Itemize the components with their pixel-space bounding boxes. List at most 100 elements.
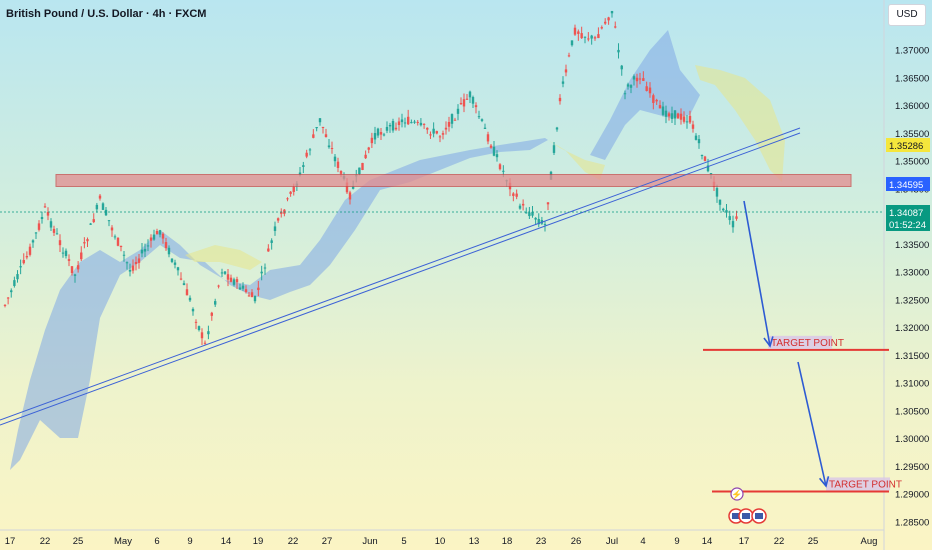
resistance-zone: [55, 173, 852, 187]
candle-body: [220, 272, 224, 274]
candle-body: [250, 292, 254, 298]
candle-body: [489, 145, 493, 148]
candle-body: [555, 127, 559, 130]
y-tick-label: 1.35000: [895, 157, 929, 168]
candle-body: [161, 233, 165, 239]
us-flag-stripes: [732, 513, 740, 519]
candle-body: [376, 128, 380, 136]
candle-body: [128, 269, 132, 272]
candle-body: [655, 99, 658, 102]
y-tick-label: 1.33000: [895, 268, 929, 279]
candle-body: [664, 110, 668, 117]
candle-body: [64, 250, 68, 257]
candle-body: [194, 321, 198, 323]
candle-body: [521, 203, 525, 206]
candle-body: [302, 165, 305, 167]
candle-body: [137, 258, 141, 263]
time-axis: 17 22 25 May 6 9 14 19 22 27 Jun 5 10 13 18 23 26 Jul 4 9 14…: [5, 536, 878, 547]
candle-body: [367, 147, 370, 150]
arrow-1-head: [763, 336, 774, 348]
candle-body: [685, 121, 689, 123]
candle-body: [89, 223, 92, 225]
candle-body: [330, 148, 334, 150]
candle-body: [658, 105, 662, 109]
candle-body: [728, 216, 731, 221]
candle-body: [351, 186, 355, 189]
candle-body: [107, 220, 111, 222]
target-label-bg: [768, 335, 832, 349]
candle-body: [391, 121, 395, 131]
candle-body: [229, 277, 233, 282]
arrow-2-head: [818, 476, 830, 488]
candle-body: [697, 139, 701, 144]
candle-body: [253, 295, 257, 302]
lightning-icon-glyph: ⚡: [731, 489, 742, 501]
candle-body: [95, 204, 99, 210]
x-tick-label: 17: [5, 536, 16, 547]
candle-body: [110, 227, 114, 231]
candle-body: [73, 274, 77, 276]
candle-body: [477, 116, 481, 118]
candle-body: [270, 240, 273, 243]
currency-button[interactable]: USD: [888, 4, 926, 26]
candle-body: [327, 145, 331, 148]
candle-body: [336, 161, 340, 168]
x-tick-label: 17: [739, 536, 750, 547]
candle-body: [567, 55, 571, 57]
candle-body: [70, 266, 74, 274]
lightning-icon: [730, 487, 744, 501]
x-tick-label: Jun: [362, 536, 377, 547]
candle-body: [318, 118, 322, 123]
candle-body: [185, 289, 189, 296]
candle-body: [577, 31, 580, 34]
candle-body: [31, 240, 35, 243]
candle-body: [709, 173, 713, 175]
candle-body: [682, 116, 686, 122]
candle-body: [76, 265, 80, 270]
candle-body: [191, 308, 195, 312]
arrow-2: [797, 361, 827, 487]
candle-body: [604, 21, 607, 24]
candle-body: [441, 133, 445, 135]
candle-body: [247, 295, 251, 297]
candle-body: [43, 206, 47, 208]
candle-body: [706, 165, 710, 172]
candle-body: [543, 224, 547, 226]
candle-body: [394, 127, 398, 130]
candle-body: [3, 304, 7, 306]
candle-body: [694, 135, 698, 140]
candle-body: [648, 87, 652, 94]
x-tick-label: 19: [253, 536, 264, 547]
x-tick-label: 22: [288, 536, 299, 547]
y-tick-label: 1.31000: [895, 379, 929, 390]
candle-body: [515, 193, 518, 197]
candle-body: [632, 76, 636, 80]
x-tick-label: 14: [221, 536, 232, 547]
candle-body: [525, 212, 528, 214]
candle-body: [16, 274, 19, 280]
candle-body: [718, 199, 722, 205]
candle-body: [203, 342, 207, 344]
candle-body: [528, 212, 531, 217]
candle-body: [486, 134, 490, 142]
candle-body: [432, 128, 435, 134]
candle-body: [25, 256, 29, 258]
candle-body: [149, 237, 153, 241]
candle-body: [570, 40, 574, 46]
candle-body: [492, 146, 496, 156]
candle-body: [267, 248, 270, 252]
candle-body: [6, 297, 10, 299]
candle-body: [86, 239, 89, 242]
us-flag-stripes: [755, 513, 763, 519]
candle-body: [468, 91, 472, 98]
candle-body: [305, 152, 308, 157]
candle-body: [422, 123, 426, 125]
candle-body: [333, 156, 337, 162]
candle-body: [382, 134, 386, 136]
candle-body: [617, 49, 620, 53]
trend-line-2: [0, 132, 801, 426]
candle-body: [597, 34, 600, 39]
candle-body: [700, 155, 704, 157]
x-tick-label: 23: [536, 536, 547, 547]
